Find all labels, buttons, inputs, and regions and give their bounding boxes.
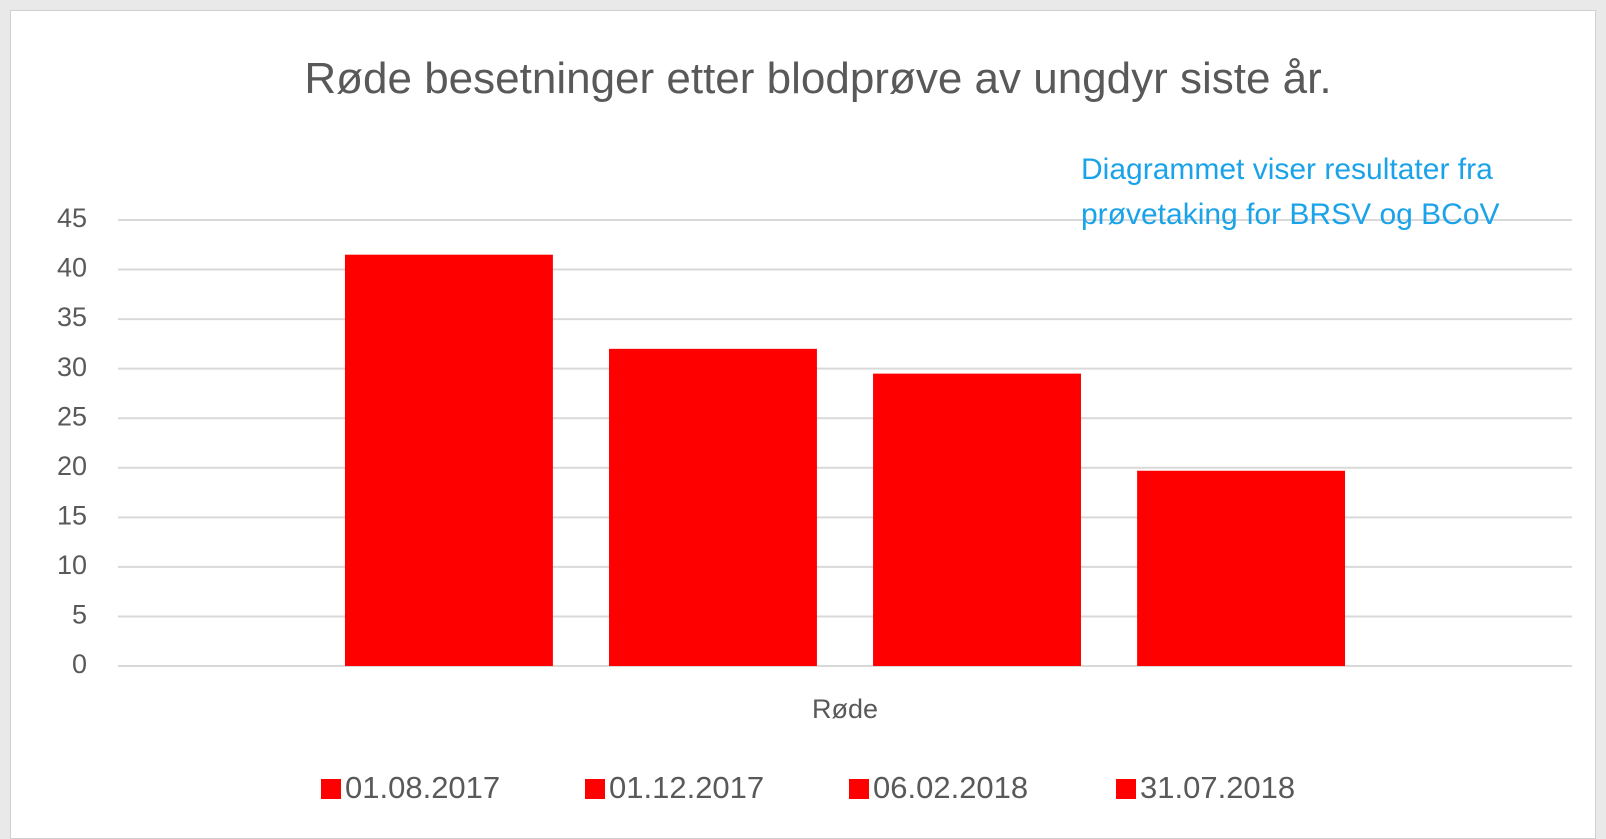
x-tick-label: Røde — [812, 694, 878, 724]
bar — [1137, 470, 1346, 666]
y-tick-label: 5 — [72, 600, 87, 630]
y-tick-label: 0 — [72, 649, 87, 679]
legend-swatch — [849, 779, 869, 799]
legend-swatch — [1116, 779, 1136, 799]
legend-label: 01.08.2017 — [345, 770, 500, 805]
bar — [609, 348, 817, 666]
legend-label: 06.02.2018 — [873, 770, 1028, 805]
y-tick-label: 15 — [57, 500, 87, 530]
bar — [873, 373, 1081, 666]
y-tick-label: 30 — [57, 352, 87, 382]
y-tick-label: 40 — [57, 253, 87, 283]
legend-label: 01.12.2017 — [609, 770, 764, 805]
legend-label: 31.07.2018 — [1140, 770, 1295, 805]
y-tick-label: 45 — [57, 203, 87, 233]
y-tick-label: 20 — [57, 451, 87, 481]
legend-swatch — [321, 779, 341, 799]
annotation: Diagrammet viser resultater fra prøvetak… — [1081, 153, 1500, 231]
y-tick-label: 25 — [57, 401, 87, 431]
y-tick-label: 10 — [57, 550, 87, 580]
y-tick-label: 35 — [57, 302, 87, 332]
legend-swatch — [585, 779, 605, 799]
chart-title: Røde besetninger etter blodprøve av ungd… — [304, 54, 1332, 103]
bar — [344, 254, 553, 666]
